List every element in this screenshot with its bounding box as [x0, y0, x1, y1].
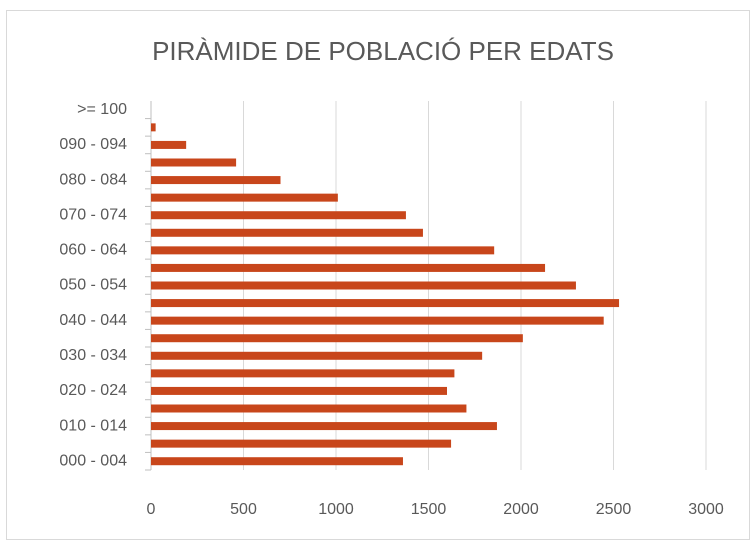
x-tick-label: 0 — [147, 501, 156, 518]
bar — [151, 158, 237, 167]
y-tick-label: >= 100 — [77, 101, 127, 118]
chart-frame — [6, 10, 750, 540]
y-tick-label: 040 - 044 — [59, 312, 127, 329]
x-tick-label: 2000 — [503, 501, 539, 518]
y-tick-label: 000 - 004 — [59, 452, 127, 469]
bar — [151, 281, 576, 290]
bar — [151, 246, 495, 255]
bar — [151, 228, 423, 237]
x-tick-label: 3000 — [688, 501, 724, 518]
bar — [151, 176, 281, 185]
bar — [151, 211, 406, 220]
bar — [151, 422, 497, 431]
chart-title: PIRÀMIDE DE POBLACIÓ PER EDATS — [152, 36, 614, 66]
bar — [151, 386, 447, 395]
bar — [151, 193, 338, 202]
y-tick-label: 050 - 054 — [59, 277, 127, 294]
y-tick-label: 010 - 014 — [59, 417, 127, 434]
bar — [151, 316, 604, 325]
bar — [151, 351, 483, 360]
y-tick-label: 090 - 094 — [59, 136, 127, 153]
bar — [151, 123, 156, 132]
x-tick-label: 1500 — [411, 501, 447, 518]
bar — [151, 140, 187, 149]
y-tick-label: 030 - 034 — [59, 347, 127, 364]
bar — [151, 263, 546, 272]
bar — [151, 299, 620, 308]
x-tick-label: 500 — [230, 501, 257, 518]
bar — [151, 404, 467, 413]
y-tick-label: 020 - 024 — [59, 382, 127, 399]
y-tick-label: 070 - 074 — [59, 206, 127, 223]
y-tick-label: 080 - 084 — [59, 171, 127, 188]
y-tick-label: 060 - 064 — [59, 242, 127, 259]
bar — [151, 457, 403, 466]
x-tick-label: 2500 — [596, 501, 632, 518]
bar — [151, 334, 523, 343]
bar — [151, 369, 455, 378]
x-tick-label: 1000 — [318, 501, 354, 518]
bar — [151, 439, 452, 448]
